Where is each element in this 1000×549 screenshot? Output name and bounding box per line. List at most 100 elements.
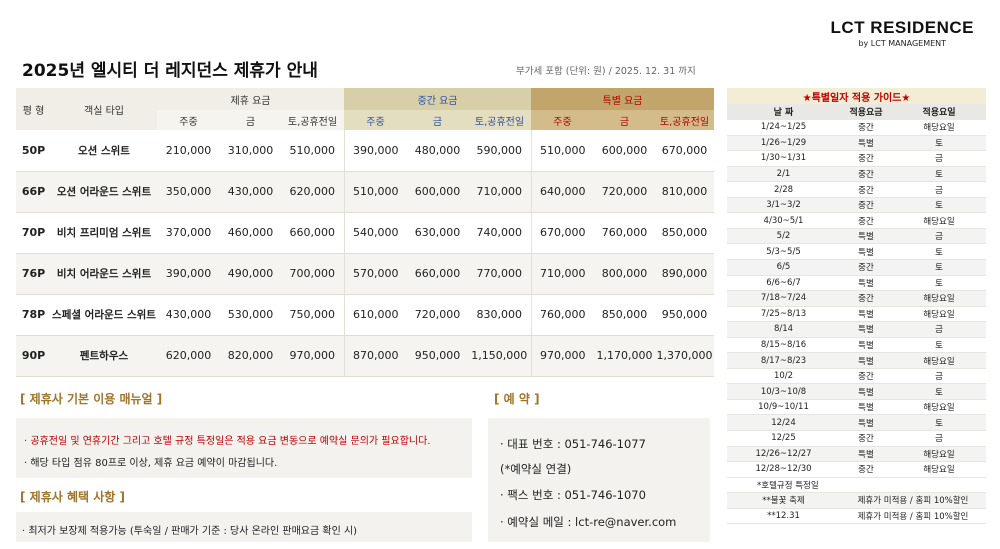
brand-logo: LCT RESIDENCE by LCT MANAGEMENT [831, 18, 974, 48]
rate-cell: 510,000 [281, 130, 344, 172]
manual-title: [ 제휴사 기본 이용 매뉴얼 ] [20, 392, 163, 406]
guide-date: 4/30~5/1 [727, 212, 840, 229]
guide-date: 2/28 [727, 181, 840, 198]
rate-cell: 950,000 [407, 335, 468, 377]
rate-cell: 480,000 [407, 130, 468, 172]
guide-title: ★특별일자 적용 가이드★ [727, 88, 986, 104]
rate-cell: 670,000 [655, 130, 714, 172]
guide-day: 토 [892, 259, 986, 276]
guide-date: 12/24 [727, 414, 840, 431]
guide-rate: 중간 [840, 259, 892, 276]
guide-date: 5/3~5/5 [727, 243, 840, 260]
group-special: 특별 요금 [531, 88, 714, 110]
guide-row: 1/26~1/29 특별 토 [727, 135, 986, 152]
rate-cell: 810,000 [655, 171, 714, 213]
sub-friday: 금 [220, 110, 281, 130]
reservation-email: · 예약실 메일 : lct-re@naver.com [500, 515, 677, 529]
guide-rate: 특별 [840, 352, 892, 369]
guide-day: 해당요일 [892, 446, 986, 463]
guide-rate: 중간 [840, 212, 892, 229]
guide-row: 6/6~6/7 특별 토 [727, 275, 986, 292]
rate-cell: 590,000 [468, 130, 531, 172]
rate-cell: 390,000 [157, 253, 220, 295]
guide-date: 10/2 [727, 368, 840, 385]
sub-saturday: 토,공휴전일 [655, 110, 714, 130]
rate-cell: 750,000 [281, 294, 344, 336]
rate-cell: 720,000 [407, 294, 468, 336]
brand-name: LCT RESIDENCE [830, 18, 974, 37]
table-row: 70P 비치 프리미엄 스위트 370,000 460,000 660,000 540,0… [16, 212, 714, 254]
guide-day: 해당요일 [892, 306, 986, 323]
guide-date: 8/14 [727, 321, 840, 338]
room-type-cell: 오션 스위트 [51, 130, 157, 172]
manual-line-2: · 해당 타입 점유 80프로 이상, 제휴 요금 예약이 마감됩니다. [24, 458, 278, 469]
guide-day: 토 [892, 166, 986, 183]
guide-date: 7/25~8/13 [727, 306, 840, 323]
reservation-box: · 대표 번호 : 051-746-1077 (*예약실 연결) · 팩스 번호… [488, 418, 710, 542]
guide-rate: 특별 [840, 228, 892, 245]
rate-cell: 430,000 [157, 294, 220, 336]
guide-row: 12/24 특별 토 [727, 414, 986, 431]
guide-rate: 중간 [840, 197, 892, 214]
rate-cell: 630,000 [407, 212, 468, 254]
rate-cell: 890,000 [655, 253, 714, 295]
rate-cell: 310,000 [220, 130, 281, 172]
pyeong-cell: 50P [16, 130, 51, 172]
guide-date: 1/30~1/31 [727, 150, 840, 167]
rate-cell: 620,000 [281, 171, 344, 213]
vat-note: 부가세 포함 (단위: 원) / 2025. 12. 31 까지 [516, 66, 696, 77]
guide-date: 12/28~12/30 [727, 461, 840, 478]
guide-row: 12/25 중간 금 [727, 430, 986, 447]
room-type-cell: 비치 어라운드 스위트 [51, 253, 157, 295]
rate-cell: 770,000 [468, 253, 531, 295]
sub-friday: 금 [594, 110, 655, 130]
guide-row: 7/18~7/24 중간 해당요일 [727, 290, 986, 307]
rate-cell: 710,000 [530, 253, 594, 295]
guide-date: 10/3~10/8 [727, 383, 840, 400]
guide-day: 토 [892, 383, 986, 400]
guide-date: 8/17~8/23 [727, 352, 840, 369]
guide-day: 금 [892, 150, 986, 167]
guide-row: 3/1~3/2 중간 토 [727, 197, 986, 214]
rate-cell: 640,000 [530, 171, 594, 213]
rate-cell: 660,000 [407, 253, 468, 295]
guide-col-date: 날 짜 [727, 104, 840, 120]
guide-day: 토 [892, 337, 986, 354]
pyeong-cell: 66P [16, 171, 51, 213]
reservation-title: [ 예 약 ] [494, 392, 540, 406]
guide-day: 토 [892, 275, 986, 292]
table-row: 50P 오션 스위트 210,000 310,000 510,000 390,000 480… [16, 130, 714, 172]
guide-row: 1/24~1/25 중간 해당요일 [727, 119, 986, 136]
guide-note-text: 제휴가 미적용 / 홈피 10%할인 [840, 492, 986, 509]
rate-cell: 830,000 [468, 294, 531, 336]
guide-rate: 중간 [840, 461, 892, 478]
table-row: 90P 펜트하우스 620,000 820,000 970,000 870,000 950,… [16, 335, 714, 377]
guide-date: 3/1~3/2 [727, 197, 840, 214]
guide-rate: 특별 [840, 414, 892, 431]
pyeong-cell: 76P [16, 253, 51, 295]
guide-row: 4/30~5/1 중간 해당요일 [727, 212, 986, 229]
pyeong-cell: 70P [16, 212, 51, 254]
rate-cell: 210,000 [157, 130, 220, 172]
rate-cell: 350,000 [157, 171, 220, 213]
room-type-cell: 펜트하우스 [51, 335, 157, 377]
guide-day: 해당요일 [892, 119, 986, 136]
reservation-phone-note: (*예약실 연결) [500, 462, 572, 476]
guide-day: 해당요일 [892, 290, 986, 307]
guide-note-label: **불꽃 축제 [727, 492, 840, 509]
rate-cell: 800,000 [594, 253, 655, 295]
guide-day: 토 [892, 414, 986, 431]
guide-row: 8/17~8/23 특별 해당요일 [727, 352, 986, 369]
guide-row: 8/15~8/16 특별 토 [727, 337, 986, 354]
manual-line-1: · 공휴전일 및 연휴기간 그리고 호텔 규정 특정일은 적용 요금 변동으로 … [24, 436, 431, 447]
rate-cell: 850,000 [594, 294, 655, 336]
guide-date: 6/5 [727, 259, 840, 276]
brand-sub: by LCT MANAGEMENT [858, 39, 947, 48]
guide-row: 12/26~12/27 특별 해당요일 [727, 446, 986, 463]
guide-day: 해당요일 [892, 399, 986, 416]
benefit-box: · 최저가 보장제 적용가능 (투숙일 / 판매가 기준 : 당사 온라인 판매… [16, 512, 472, 542]
guide-row: 10/2 중간 금 [727, 368, 986, 385]
pyeong-cell: 90P [16, 335, 51, 377]
guide-date: 8/15~8/16 [727, 337, 840, 354]
guide-day: 해당요일 [892, 212, 986, 229]
